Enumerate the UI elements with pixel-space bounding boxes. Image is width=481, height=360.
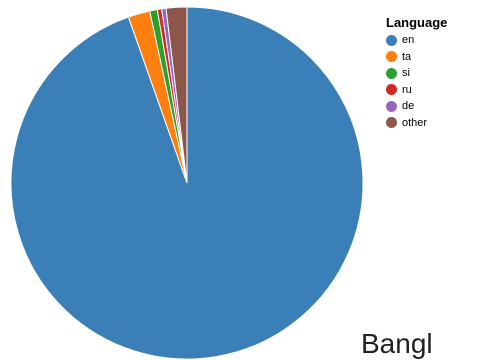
legend-swatch [386, 117, 397, 129]
legend-item-de: de [386, 98, 447, 115]
legend-item-ru: ru [386, 82, 447, 99]
legend-label: ta [402, 50, 412, 63]
legend-swatch [386, 67, 397, 79]
legend-title: Language [386, 15, 448, 30]
legend-item-other: other [386, 115, 447, 132]
legend-swatch [386, 51, 397, 63]
caption-text: Bangl [361, 328, 433, 359]
legend-item-en: en [386, 32, 447, 49]
legend-item-ta: ta [386, 49, 447, 66]
legend-label: si [402, 67, 410, 80]
legend-swatch [386, 84, 397, 96]
legend-label: de [402, 100, 415, 113]
legend-label: en [402, 34, 415, 47]
legend-swatch [386, 34, 397, 46]
legend-label: ru [402, 83, 412, 96]
legend-items: en ta si ru de other [386, 32, 447, 131]
legend: Language en ta si ru de other [386, 15, 447, 131]
pie-slice-other [165, 6, 188, 184]
legend-label: other [402, 116, 428, 129]
legend-swatch [386, 100, 397, 112]
legend-item-si: si [386, 65, 447, 82]
